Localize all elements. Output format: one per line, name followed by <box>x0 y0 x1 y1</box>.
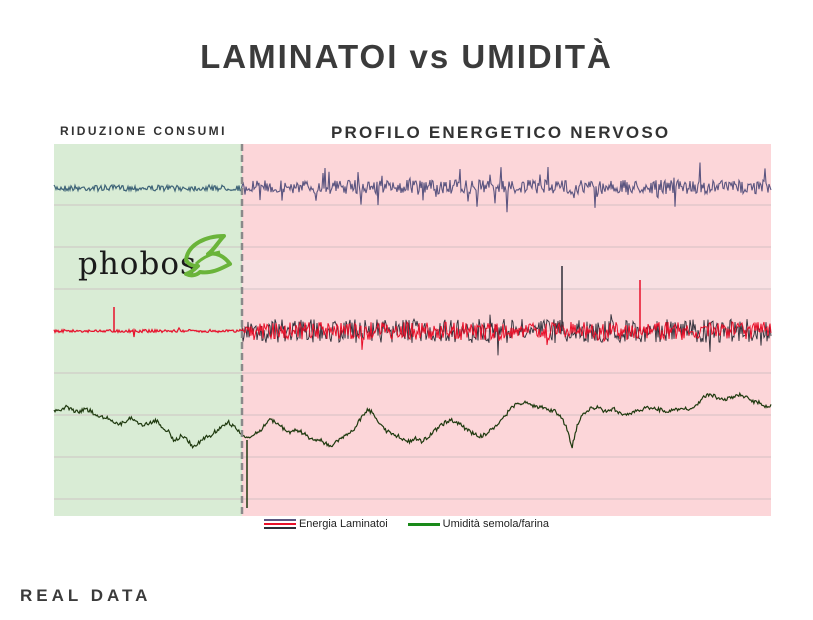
zone-label-riduzione-consumi: RIDUZIONE CONSUMI <box>60 124 227 138</box>
energy-top-trace-green-zone <box>53 183 243 193</box>
energy-red-trace-red-zone <box>241 320 772 350</box>
legend-swatch-humidity <box>407 522 440 526</box>
legend-label-humidity: Umidità semola/farina <box>442 518 550 530</box>
legend-label-energy: Energia Laminatoi <box>298 518 388 530</box>
zone-label-profilo-energetico: PROFILO ENERGETICO NERVOSO <box>331 123 671 142</box>
zone-green-background <box>54 144 242 516</box>
legend-item-humidity: Umidità semola/farina <box>407 518 550 530</box>
footer-real-data: REAL DATA <box>20 586 152 605</box>
energy-top-trace-red-zone <box>241 162 772 213</box>
logo-text: phobos <box>78 246 197 282</box>
chart-title: LAMINATOI vs UMIDITÀ <box>200 38 613 75</box>
leaf-logo-icon <box>184 234 232 278</box>
legend-item-energy: Energia Laminatoi <box>263 518 388 530</box>
energy-lower-trace-green-zone <box>53 326 243 338</box>
legend-swatch-energy <box>263 518 296 530</box>
zone-light-band <box>242 260 771 290</box>
humidity-trace <box>53 391 772 450</box>
chart-legend: Energia Laminatoi Umidità semola/farina <box>0 518 813 530</box>
phobos-logo: phobos <box>76 230 236 286</box>
energy-dark-trace-red-zone <box>241 314 772 356</box>
